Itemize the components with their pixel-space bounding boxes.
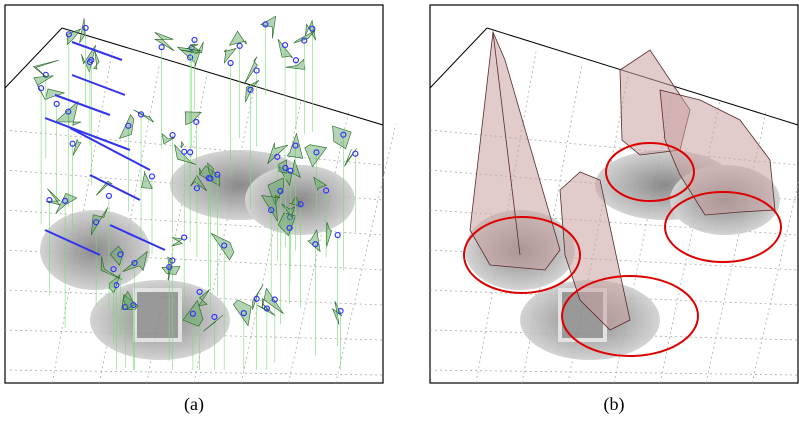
panel-label: (b) [604, 394, 625, 415]
figure: (a) (b) [0, 0, 799, 420]
panel-label: (a) [184, 394, 204, 415]
panel-b [430, 5, 799, 383]
page: (a) (b) (() => { const data = JSON.parse… [0, 0, 799, 420]
panel-a [5, 5, 396, 383]
